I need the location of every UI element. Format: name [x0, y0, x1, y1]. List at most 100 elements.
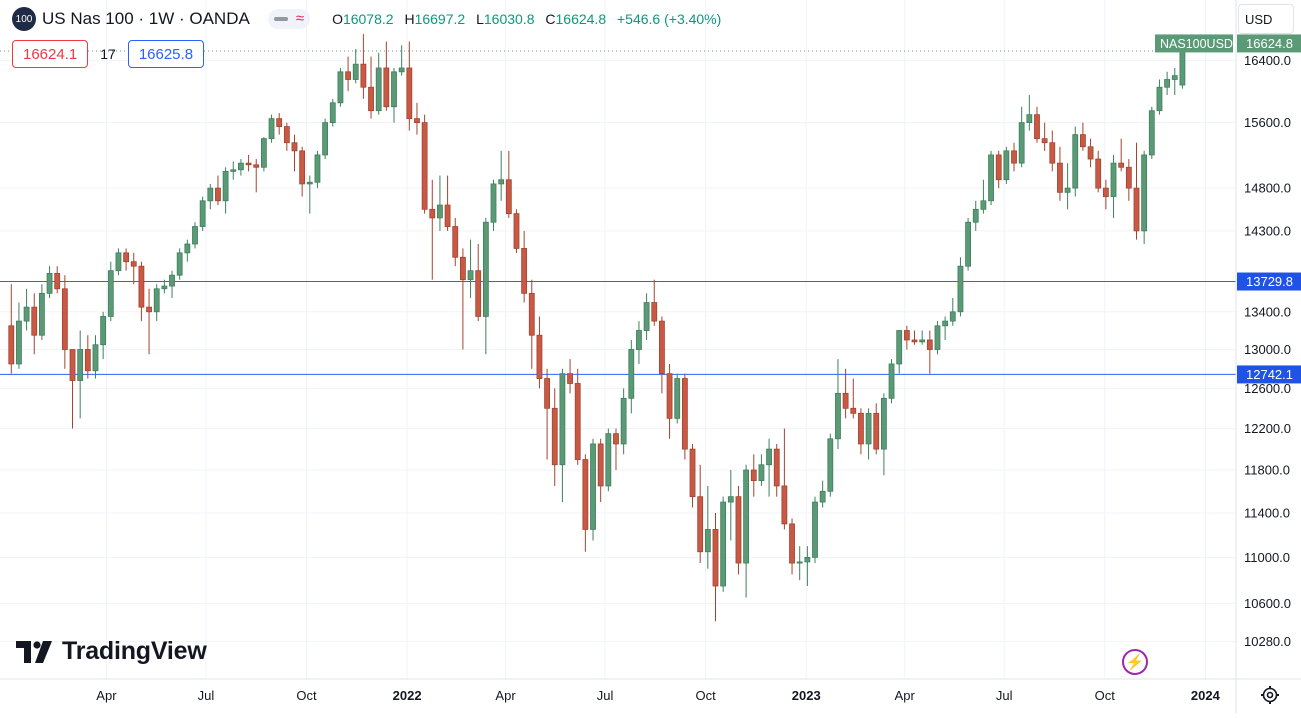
open-label: O [332, 11, 343, 27]
candle-down [505, 150, 512, 218]
candle-body [169, 274, 175, 287]
sell-button[interactable]: 16624.1 [12, 40, 89, 68]
candle-body [490, 183, 497, 223]
candle-body [521, 248, 528, 294]
candle-body [628, 349, 635, 399]
buy-button[interactable]: 16625.8 [127, 40, 205, 68]
candle-up [222, 167, 229, 214]
candle-body [1003, 150, 1010, 181]
candle-body [238, 162, 244, 171]
candle-down [697, 464, 704, 564]
candle-up [559, 368, 566, 503]
last-price-tag-label: 16624.8 [1246, 36, 1293, 51]
candle-body [337, 71, 344, 104]
symbol-tag-label: NAS100USD [1160, 37, 1233, 51]
candle-up [980, 179, 987, 214]
candle-body [1156, 86, 1163, 112]
candle-up [880, 393, 887, 476]
candle-down [61, 275, 68, 369]
indicator-status-pill[interactable]: ≈ [267, 9, 311, 29]
candle-body [949, 311, 956, 322]
candle-down [911, 330, 918, 345]
candle-body [260, 138, 267, 168]
candle-down [8, 284, 15, 374]
candle-body [245, 162, 252, 166]
symbol-title[interactable]: US Nas 100 · 1W · OANDA [42, 9, 250, 28]
candle-down [1095, 150, 1102, 193]
candle-down [1125, 159, 1132, 201]
candle-body [291, 142, 298, 152]
candle-body [1057, 162, 1063, 193]
candle-up [896, 330, 903, 374]
candle-down [421, 114, 428, 214]
settings-gear-icon[interactable] [1256, 682, 1284, 708]
currency-select[interactable]: USD [1238, 4, 1294, 34]
candle-body [46, 272, 53, 294]
time-axis[interactable]: Apr Jul Oct 2022 Apr Jul Oct 2023 Apr Jul Oct 2024 [96, 688, 1220, 703]
candle-down [360, 34, 367, 99]
candle-up [46, 266, 53, 298]
candle-body [31, 306, 38, 336]
gear-icon [1261, 686, 1279, 704]
candle-body [911, 339, 918, 343]
candle-up [337, 67, 344, 107]
candle-down [123, 248, 129, 271]
candle-body [368, 86, 374, 112]
price-axis[interactable]: 10280.0 10600.0 11000.0 11400.0 11800.0 12200… [1244, 53, 1291, 649]
candle-body [38, 292, 45, 336]
y-tick-label: 13400.0 [1244, 304, 1291, 319]
x-tick-label: Apr [495, 688, 516, 703]
candle-body [398, 67, 405, 73]
candle-down [689, 443, 696, 508]
candle-up [605, 428, 612, 492]
horizontal-levels[interactable] [0, 281, 1236, 375]
x-tick-label: 2024 [1191, 688, 1221, 703]
candle-body [329, 102, 336, 124]
candle-body [528, 292, 535, 336]
candle-body [697, 496, 704, 553]
candle-body [1072, 134, 1079, 189]
candle-body [835, 392, 841, 440]
spread-value: 17 [100, 46, 116, 62]
candle-body [23, 306, 30, 322]
candle-body [1018, 122, 1025, 164]
symbol-tag [1155, 34, 1233, 53]
tradingview-logo[interactable]: TradingView [16, 637, 207, 666]
x-tick-label: Oct [296, 688, 317, 703]
candle-up [835, 359, 841, 450]
candle-body [268, 118, 275, 140]
candle-up [437, 175, 443, 231]
candle-body [230, 169, 237, 172]
candle-body [184, 243, 191, 254]
candle-up [391, 67, 397, 123]
candle-body [995, 154, 1002, 181]
candle-down [850, 378, 857, 419]
y-tick-label: 11000.0 [1244, 550, 1290, 565]
candle-body [727, 496, 734, 503]
candle-body [138, 265, 145, 308]
open-value: 16078.2 [342, 11, 394, 27]
x-tick-label: Apr [96, 688, 117, 703]
candle-body [980, 200, 987, 210]
candle-up [720, 496, 727, 592]
candle-body [84, 349, 91, 372]
candle-up [77, 330, 84, 419]
candle-up [260, 137, 267, 172]
lightning-icon[interactable]: ⚡ [1122, 649, 1148, 675]
data-feed-wave-icon: ≈ [295, 10, 305, 27]
candle-down [138, 261, 145, 322]
candle-up [957, 257, 964, 317]
y-tick-label: 11800.0 [1244, 463, 1290, 478]
candle-down [459, 248, 466, 350]
candle-body [590, 443, 596, 530]
candle-body [1011, 150, 1017, 164]
candle-body [781, 485, 788, 525]
candle-down [873, 403, 880, 455]
candle-body [505, 179, 512, 215]
candle-body [199, 200, 206, 227]
candle-body [153, 288, 160, 313]
candle-up [207, 183, 214, 210]
